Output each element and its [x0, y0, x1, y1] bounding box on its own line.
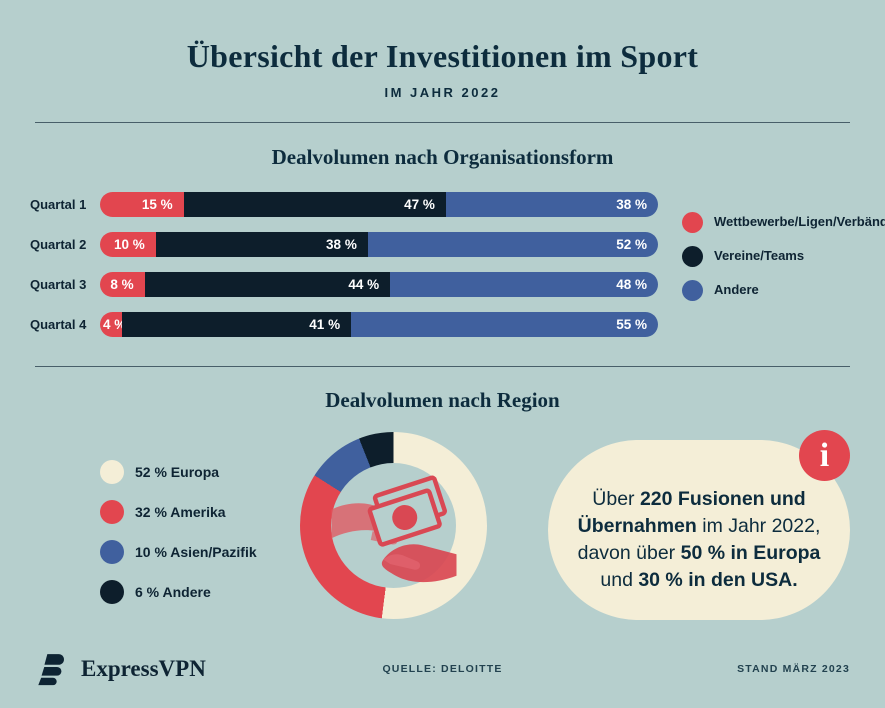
legend-label: 32 % Amerika [135, 504, 226, 520]
source-label: QUELLE: DELOITTE [382, 663, 503, 675]
org-chart-row: Quartal 2 10 % 38 % 52 % [30, 232, 658, 257]
info-box: i Über 220 Fusionen und Übernahmen im Jah… [548, 430, 850, 620]
legend-color-dot [100, 460, 124, 484]
region-section-title: Dealvolumen nach Region [325, 388, 560, 412]
info-text-line: Übernahmen im Jahr 2022, [548, 513, 850, 540]
bar-segment-value: 41 % [309, 317, 341, 332]
info-text-segment: Über [592, 488, 640, 510]
legend-color-dot [682, 246, 703, 267]
legend-item: Wettbewerbe/Ligen/Verbände [682, 212, 885, 233]
legend-item: Vereine/Teams [682, 246, 869, 267]
bar-segment-value: 15 % [141, 197, 173, 212]
bar-segment-value: 52 % [616, 237, 647, 252]
org-bar-chart: Quartal 1 15 % 47 % 38 % Quartal 2 10 % 38 % 52… [30, 192, 658, 337]
org-chart-row: Quartal 1 15 % 47 % 38 % [30, 192, 658, 217]
org-row-bar: 8 % 44 % 48 % [100, 272, 658, 297]
info-text-segment: davon über [577, 542, 681, 564]
info-text-segment: 50 % in Europa [680, 542, 821, 564]
legend-label: 10 % Asien/Pazifik [135, 544, 257, 560]
legend-color-dot [682, 280, 703, 301]
legend-label: Andere [714, 282, 759, 298]
bar-segment: 48 % [390, 272, 658, 297]
bar-segment: 15 % [100, 192, 184, 217]
bar-segment: 44 % [144, 272, 391, 297]
page-subtitle: IM JAHR 2022 [384, 85, 501, 100]
bar-segment: 55 % [351, 312, 658, 337]
org-row-bar: 15 % 47 % 38 % [100, 192, 658, 217]
legend-color-dot [100, 580, 124, 604]
legend-item: Andere [682, 280, 869, 301]
legend-label: 52 % Europa [135, 464, 220, 480]
legend-item: 32 % Amerika [100, 500, 257, 524]
info-text-segment: 30 % in den USA. [638, 569, 798, 591]
bar-segment: 47 % [183, 192, 446, 217]
bar-segment-value: 55 % [616, 317, 647, 332]
bar-segment-value: 8 % [110, 277, 134, 292]
info-icon: i [799, 430, 850, 481]
info-text-line: davon über 50 % in Europa [548, 540, 850, 567]
legend-label: Vereine/Teams [714, 248, 805, 264]
org-row-label: Quartal 4 [30, 317, 87, 332]
legend-label: Wettbewerbe/Ligen/Verbände [714, 214, 885, 230]
expressvpn-logo: ExpressVPN [35, 650, 206, 687]
legend-label: 6 % Andere [135, 584, 211, 600]
divider-middle [35, 366, 850, 367]
info-text: Über 220 Fusionen und Übernahmen im Jahr … [548, 486, 850, 594]
bar-segment: 38 % [445, 192, 658, 217]
org-legend: Wettbewerbe/Ligen/Verbände Vereine/Teams A… [682, 212, 885, 301]
bar-segment: 38 % [155, 232, 368, 257]
bar-segment: 52 % [367, 232, 658, 257]
bar-segment: 8 % [100, 272, 145, 297]
org-row-bar: 4 % 41 % 55 % [100, 312, 658, 337]
bar-segment-value: 48 % [616, 277, 647, 292]
bar-segment-value: 44 % [348, 277, 380, 292]
org-section-title: Dealvolumen nach Organisationsform [271, 145, 614, 169]
region-donut-chart [300, 432, 487, 619]
legend-item: 52 % Europa [100, 460, 257, 484]
legend-item: 10 % Asien/Pazifik [100, 540, 257, 564]
header: Übersicht der Investitionen im Sport IM … [0, 38, 885, 100]
bar-segment-value: 10 % [114, 237, 145, 252]
info-text-segment: und [600, 569, 639, 591]
bar-segment: 10 % [100, 232, 156, 257]
expressvpn-logo-text: ExpressVPN [81, 655, 206, 681]
bar-segment: 41 % [122, 312, 352, 337]
divider-top [35, 122, 850, 123]
legend-item: 6 % Andere [100, 580, 257, 604]
bar-segment-value: 38 % [616, 197, 647, 212]
info-text-segment: Übernahmen [577, 515, 697, 537]
date-label: STAND MÄRZ 2023 [737, 663, 850, 675]
org-row-label: Quartal 3 [30, 277, 87, 292]
bar-segment: 4 % [100, 312, 126, 337]
bar-segment-value: 38 % [326, 237, 357, 252]
info-text-line: Über 220 Fusionen und [548, 486, 850, 513]
bar-segment-value: 47 % [404, 197, 435, 212]
info-icon-glyph: i [819, 436, 830, 474]
page-title: Übersicht der Investitionen im Sport [186, 38, 699, 74]
legend-color-dot [100, 540, 124, 564]
legend-color-dot [682, 212, 703, 233]
org-row-label: Quartal 2 [30, 237, 87, 252]
bar-segment-value: 4 % [103, 317, 127, 332]
hands-money-icon [331, 475, 457, 583]
info-text-line: und 30 % in den USA. [548, 567, 850, 594]
org-row-bar: 10 % 38 % 52 % [100, 232, 658, 257]
expressvpn-logo-icon [38, 654, 64, 686]
org-row-label: Quartal 1 [30, 197, 87, 212]
org-chart-row: Quartal 3 8 % 44 % 48 % [30, 272, 658, 297]
info-text-segment: 220 Fusionen und [639, 488, 806, 510]
org-chart-row: Quartal 4 4 % 41 % 55 % [30, 312, 658, 337]
info-text-segment: im Jahr 2022, [696, 515, 821, 537]
region-legend: 52 % Europa 32 % Amerika 10 % Asien/Pazifi… [100, 460, 257, 604]
legend-color-dot [100, 500, 124, 524]
